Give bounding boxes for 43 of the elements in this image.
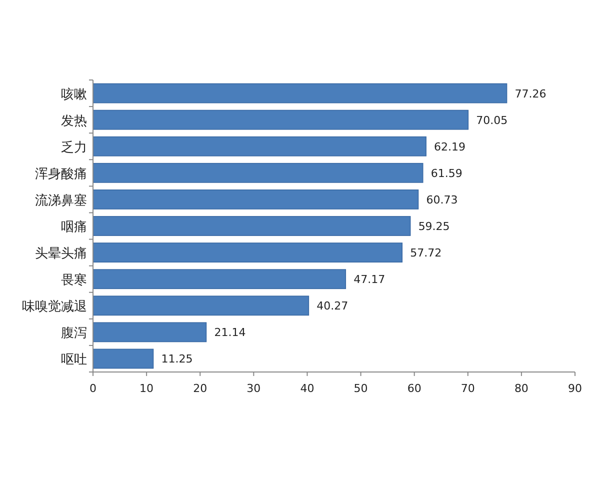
data-label: 61.59 — [430, 166, 462, 180]
y-tick-label: 浑身酸痛 — [35, 166, 87, 182]
data-label: 59.25 — [418, 220, 450, 233]
y-tick-label: 头晕头痛 — [35, 246, 87, 262]
x-tick-label: 60 — [407, 382, 422, 395]
bar — [92, 110, 469, 130]
bar — [92, 162, 424, 183]
bar — [92, 83, 508, 104]
x-tick-label: 70 — [460, 382, 475, 395]
y-tick-label: 发热 — [61, 114, 87, 129]
bar — [92, 190, 419, 210]
x-tick-label: 30 — [246, 382, 261, 395]
data-label: 57.72 — [410, 246, 442, 260]
bar — [92, 136, 426, 156]
x-tick-label: 40 — [300, 382, 314, 395]
bar — [92, 242, 403, 262]
y-tick-label: 咽痛 — [61, 220, 87, 235]
y-tick-label: 乏力 — [61, 140, 87, 156]
data-label: 11.25 — [161, 352, 193, 366]
bar — [92, 269, 346, 290]
x-tick-label: 10 — [140, 382, 154, 395]
data-label: 40.27 — [316, 300, 348, 313]
y-tick-label: 畏寒 — [61, 272, 87, 288]
x-tick-label: 90 — [568, 382, 582, 395]
y-tick-label: 呕吐 — [61, 352, 87, 368]
data-label: 62.19 — [434, 140, 466, 154]
y-tick-label: 味嗅觉减退 — [22, 300, 87, 315]
x-tick-label: 20 — [193, 382, 208, 395]
data-label: 77.26 — [514, 87, 546, 100]
data-label: 47.17 — [354, 273, 386, 286]
x-tick-label: 50 — [354, 382, 368, 395]
y-tick-label: 腹泻 — [61, 326, 87, 342]
bar — [92, 296, 310, 316]
x-tick-label: 0 — [90, 382, 96, 395]
data-label: 70.05 — [476, 114, 508, 127]
y-tick-label: 流涕鼻塞 — [35, 192, 87, 208]
data-label: 21.14 — [214, 326, 246, 340]
y-tick-label: 咳嗽 — [61, 87, 87, 102]
bar — [92, 322, 207, 342]
bar — [92, 348, 154, 369]
x-tick-label: 80 — [514, 382, 528, 395]
bar — [92, 216, 411, 236]
data-label: 60.73 — [426, 193, 458, 206]
